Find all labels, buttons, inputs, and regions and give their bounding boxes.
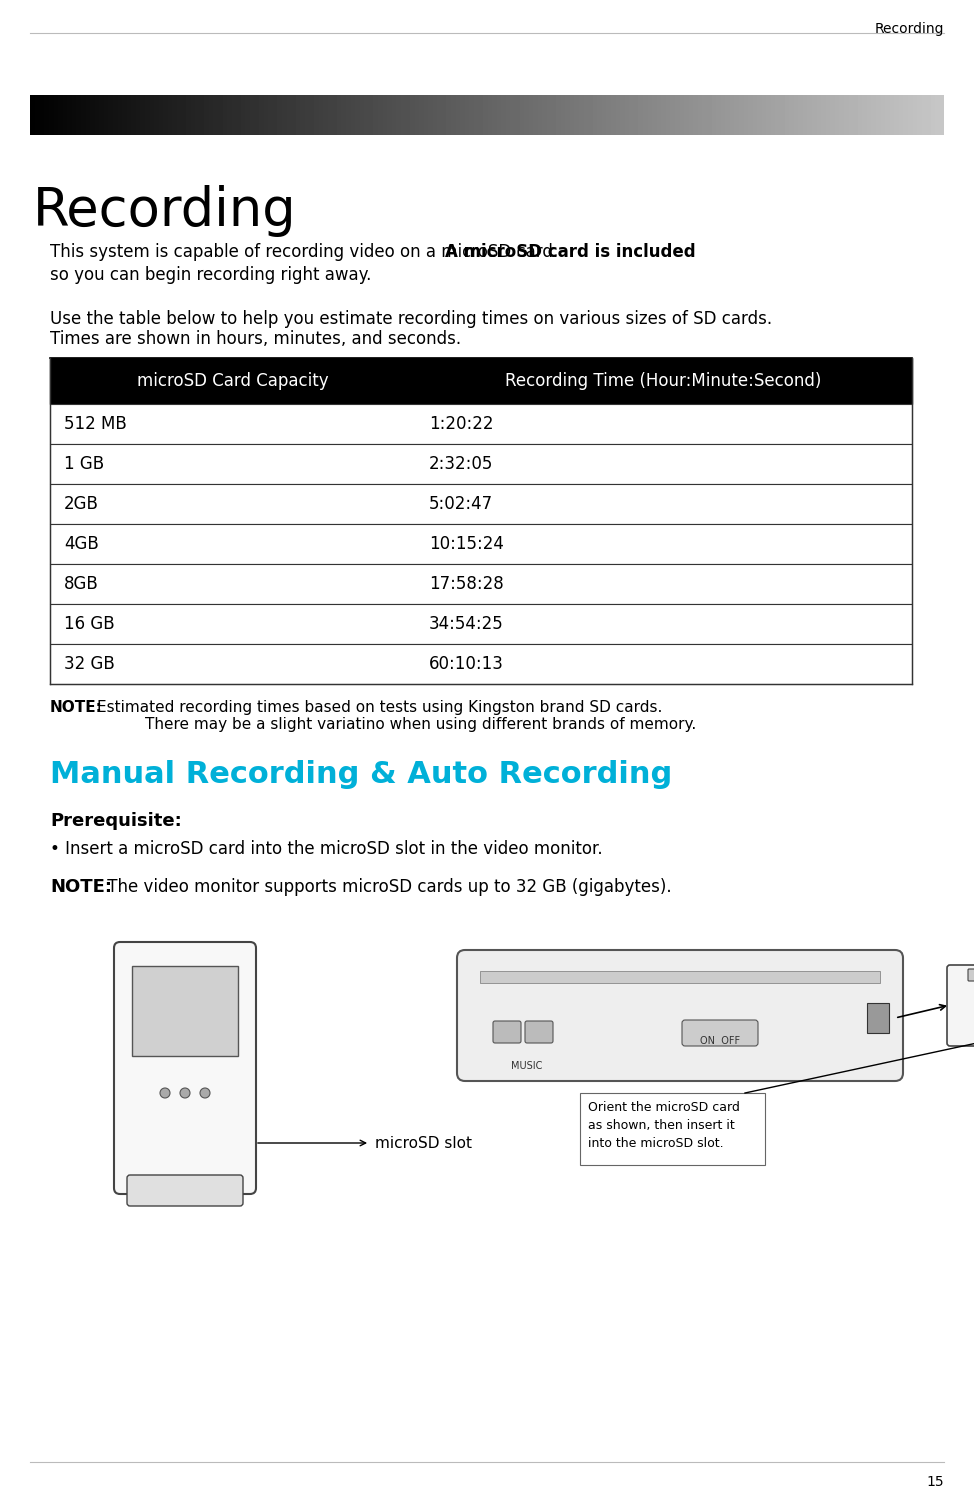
FancyBboxPatch shape (682, 1019, 758, 1046)
Text: There may be a slight variatino when using different brands of memory.: There may be a slight variatino when usi… (145, 717, 696, 732)
Text: Manual Recording & Auto Recording: Manual Recording & Auto Recording (50, 760, 672, 789)
Text: 10:15:24: 10:15:24 (429, 536, 504, 554)
Text: Recording: Recording (33, 185, 297, 237)
Text: Recording Time (Hour:Minute:Second): Recording Time (Hour:Minute:Second) (506, 372, 822, 390)
Text: 17:58:28: 17:58:28 (429, 574, 504, 594)
Text: 16 GB: 16 GB (64, 615, 115, 632)
Text: ON  OFF: ON OFF (700, 1036, 740, 1046)
FancyBboxPatch shape (457, 949, 903, 1080)
Bar (50, 604, 912, 644)
Text: so you can begin recording right away.: so you can begin recording right away. (50, 266, 371, 284)
FancyBboxPatch shape (127, 1176, 243, 1205)
Text: 1:20:22: 1:20:22 (429, 415, 494, 433)
Text: 34:54:25: 34:54:25 (429, 615, 504, 632)
Text: 1 GB: 1 GB (64, 455, 104, 473)
Text: Orient the microSD card
as shown, then insert it
into the microSD slot.: Orient the microSD card as shown, then i… (588, 1101, 740, 1150)
Text: Estimated recording times based on tests using Kingston brand SD cards.: Estimated recording times based on tests… (97, 699, 662, 716)
Bar (50, 443, 912, 484)
Bar (132, 966, 238, 1056)
Text: This system is capable of recording video on a microSD card.: This system is capable of recording vide… (50, 243, 563, 260)
FancyBboxPatch shape (493, 1021, 521, 1043)
Bar (867, 1003, 889, 1033)
Text: NOTE:: NOTE: (50, 699, 103, 716)
FancyBboxPatch shape (580, 1094, 765, 1165)
Text: 512 MB: 512 MB (64, 415, 127, 433)
Text: 32 GB: 32 GB (64, 655, 115, 673)
Text: NOTE:: NOTE: (50, 878, 112, 896)
Bar (50, 405, 912, 443)
Text: 60:10:13: 60:10:13 (429, 655, 504, 673)
Text: The video monitor supports microSD cards up to 32 GB (gigabytes).: The video monitor supports microSD cards… (102, 878, 672, 896)
Text: 4GB: 4GB (64, 536, 98, 554)
Bar (50, 644, 912, 684)
FancyBboxPatch shape (525, 1021, 553, 1043)
Circle shape (160, 1088, 170, 1098)
Text: • Insert a microSD card into the microSD slot in the video monitor.: • Insert a microSD card into the microSD… (50, 841, 603, 859)
Circle shape (200, 1088, 210, 1098)
Text: Times are shown in hours, minutes, and seconds.: Times are shown in hours, minutes, and s… (50, 330, 461, 348)
Text: microSD slot: microSD slot (375, 1135, 472, 1150)
Text: A microSD card is included: A microSD card is included (445, 243, 695, 260)
Text: MUSIC: MUSIC (511, 1061, 543, 1071)
Bar (50, 359, 912, 405)
Circle shape (180, 1088, 190, 1098)
Bar (50, 484, 912, 524)
Bar (480, 972, 880, 984)
Text: 5:02:47: 5:02:47 (429, 496, 493, 513)
Text: 2GB: 2GB (64, 496, 99, 513)
Bar (50, 524, 912, 564)
FancyBboxPatch shape (968, 969, 974, 981)
Text: Recording: Recording (875, 22, 944, 36)
Bar (50, 564, 912, 604)
Text: 8GB: 8GB (64, 574, 98, 594)
Text: microSD Card Capacity: microSD Card Capacity (136, 372, 328, 390)
Text: Use the table below to help you estimate recording times on various sizes of SD : Use the table below to help you estimate… (50, 310, 772, 327)
Text: Prerequisite:: Prerequisite: (50, 812, 182, 830)
Text: 2:32:05: 2:32:05 (429, 455, 494, 473)
FancyBboxPatch shape (114, 942, 256, 1193)
FancyBboxPatch shape (947, 966, 974, 1046)
Text: 15: 15 (926, 1475, 944, 1488)
